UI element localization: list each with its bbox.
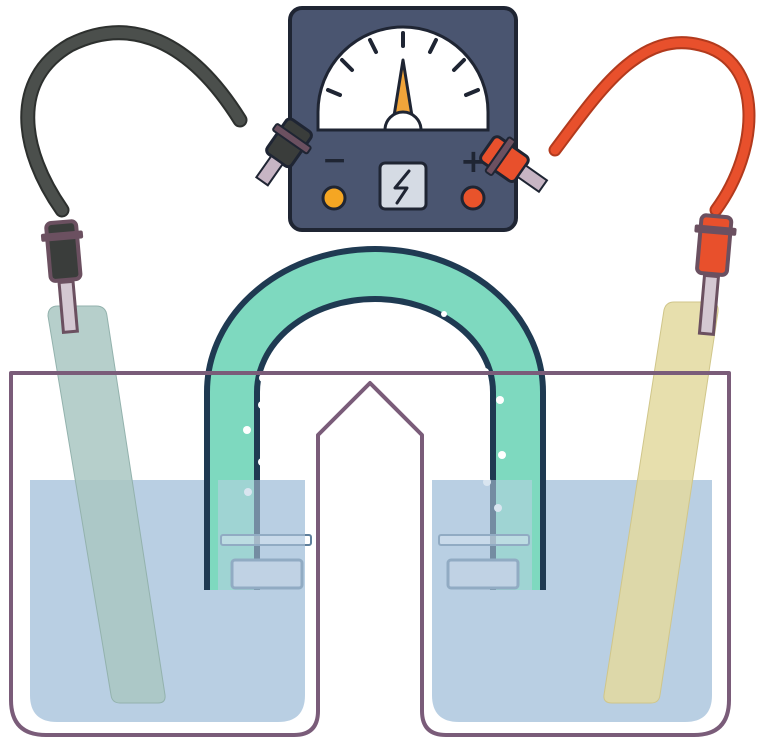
negative-terminal: [321, 185, 347, 211]
negative-terminal-sign: −: [322, 143, 347, 178]
clip-positive-meter: [479, 135, 549, 194]
wire-positive: [548, 36, 756, 217]
electrode-left: [47, 305, 166, 704]
voltmeter: − +: [288, 6, 518, 232]
clip-negative-meter: [254, 117, 313, 187]
needle-pivot: [383, 110, 423, 132]
electrode-right: [603, 301, 719, 704]
clip-negative-electrode: [40, 219, 84, 334]
voltmeter-dial: [316, 25, 490, 132]
clip-positive-electrode: [694, 213, 737, 336]
wire-negative: [20, 25, 248, 218]
positive-terminal: [460, 185, 486, 211]
beaker-outline: [9, 371, 731, 737]
lightning-bolt-icon: [378, 161, 428, 211]
